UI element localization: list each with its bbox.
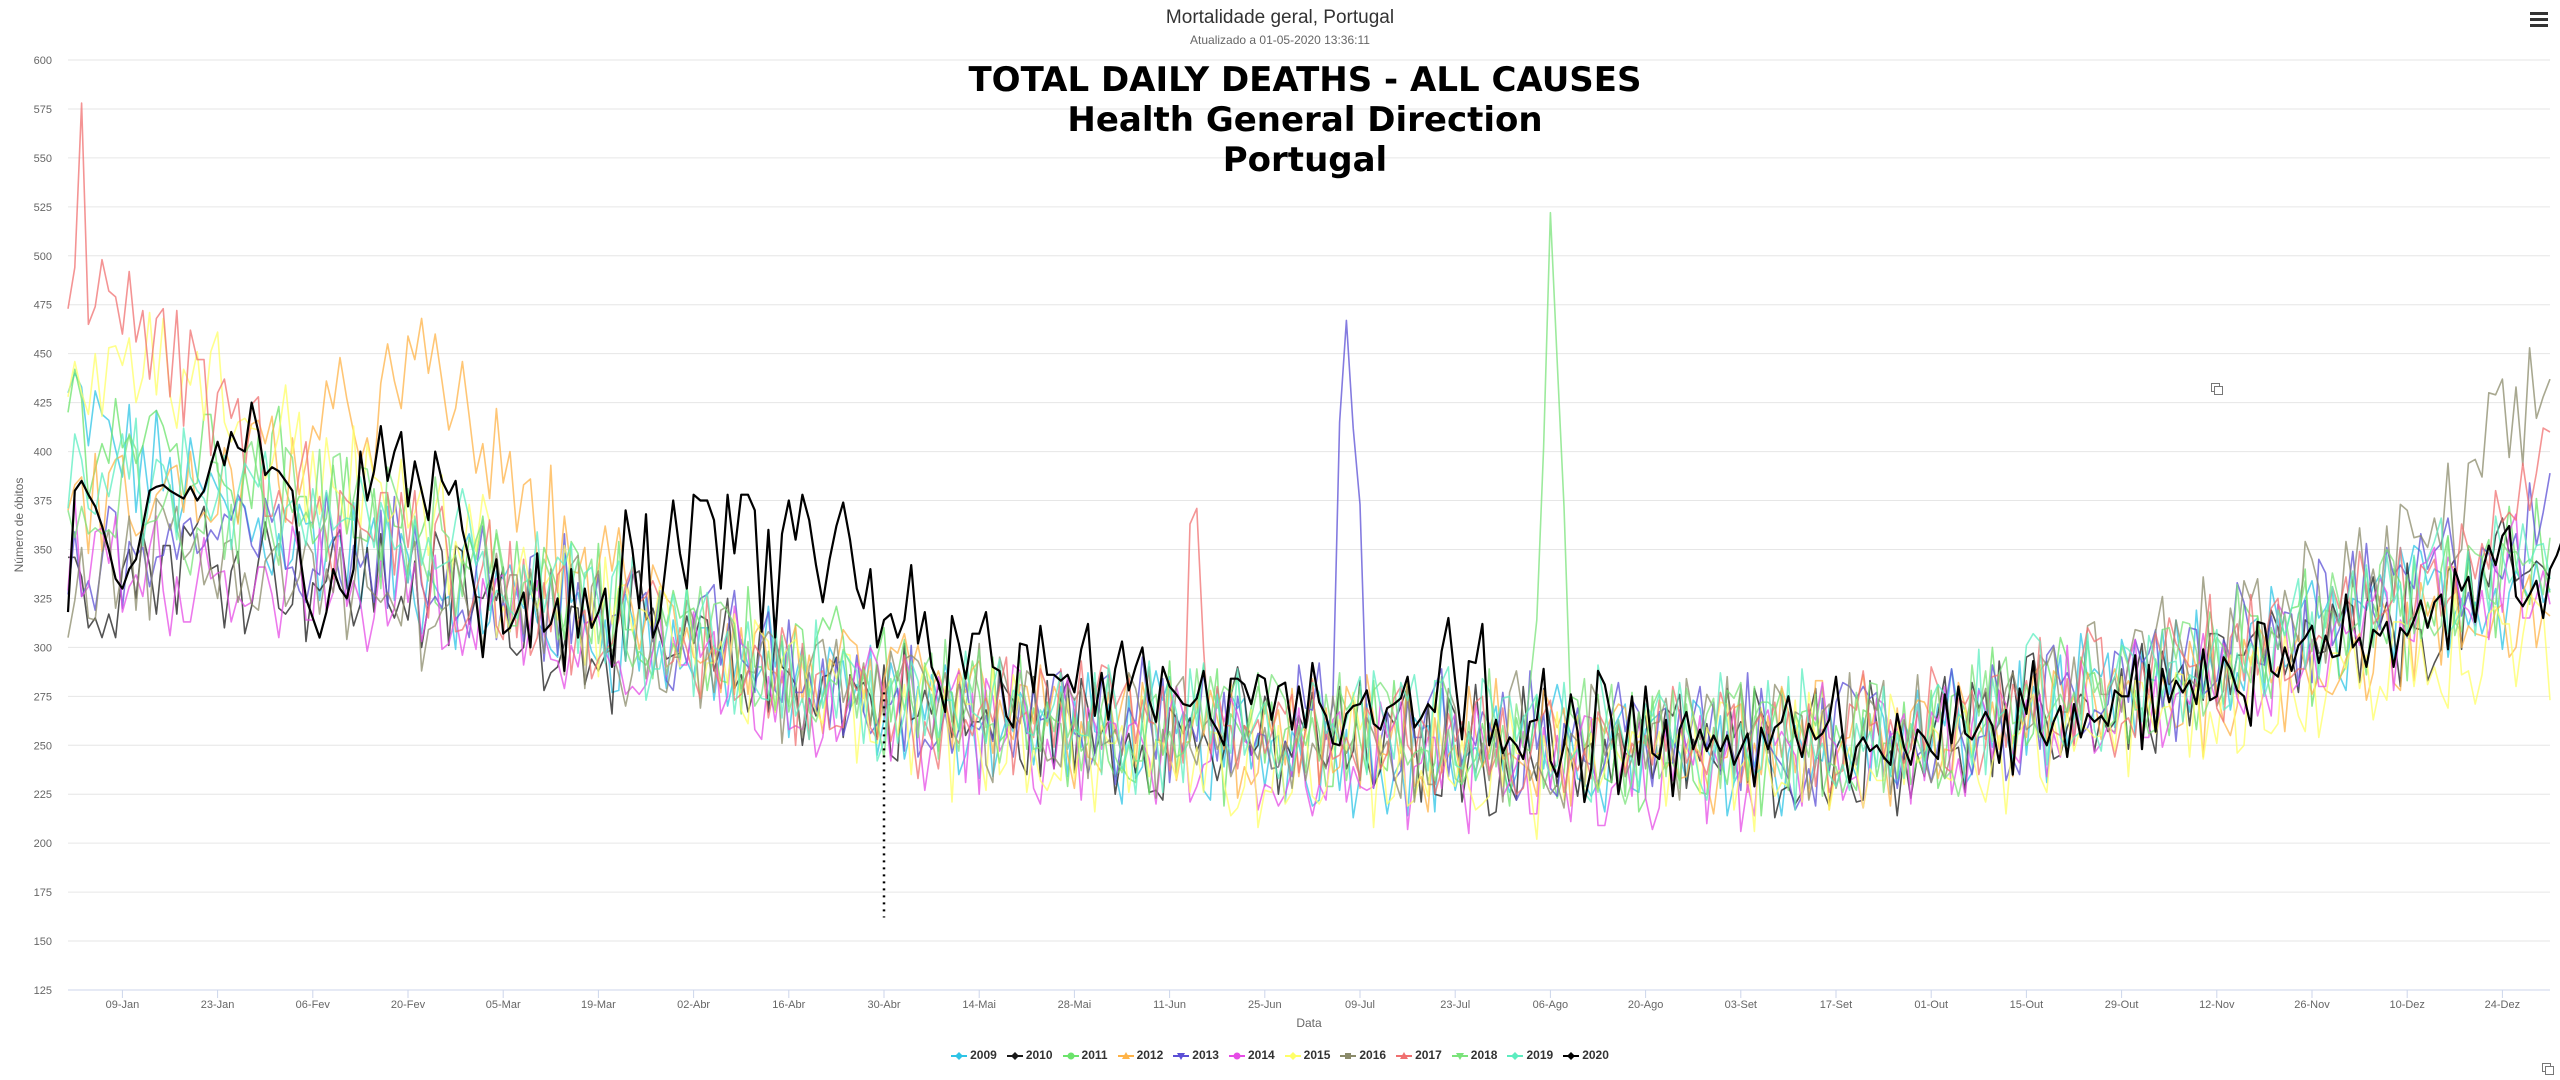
legend-item-2015[interactable]: 2015	[1284, 1047, 1331, 1062]
x-tick-label: 11-Jun	[1153, 999, 1186, 1011]
x-tick-label: 02-Abr	[677, 999, 710, 1011]
x-tick-label: 06-Fev	[296, 999, 331, 1011]
series-line-2020	[66, 401, 2560, 804]
x-tick-label: 24-Dez	[2485, 999, 2520, 1011]
y-tick-label: 575	[34, 104, 52, 116]
legend-item-2020[interactable]: 2020	[1563, 1047, 1609, 1062]
legend-symbol-icon	[1451, 1048, 1471, 1062]
x-tick-label: 17-Set	[1820, 999, 1852, 1011]
y-tick-label: 150	[34, 936, 52, 948]
x-tick-label: 09-Jan	[106, 999, 140, 1011]
legend-label: 2019	[1526, 1047, 1554, 1062]
y-tick-label: 375	[34, 496, 52, 508]
legend-label: 2011	[1081, 1047, 1108, 1062]
copy-icon[interactable]	[2542, 1063, 2554, 1075]
legend-symbol-icon	[951, 1048, 970, 1062]
y-tick-label: 175	[34, 887, 52, 899]
x-tick-label: 19-Mar	[581, 999, 616, 1011]
y-tick-label: 450	[34, 349, 52, 361]
legend-symbol-icon	[1228, 1048, 1248, 1062]
legend-symbol-icon	[1117, 1048, 1137, 1062]
legend-item-2018[interactable]: 2018	[1451, 1047, 1498, 1062]
x-tick-label: 06-Ago	[1533, 999, 1568, 1011]
y-tick-label: 400	[34, 447, 52, 459]
series-line-2010	[68, 505, 2551, 819]
series-line-2009	[67, 372, 2551, 819]
legend-item-2012[interactable]: 2012	[1117, 1047, 1164, 1062]
x-tick-label: 09-Jul	[1345, 999, 1375, 1011]
legend-item-2014[interactable]: 2014	[1228, 1047, 1275, 1062]
legend-symbol-icon	[1507, 1048, 1526, 1062]
copy-icon[interactable]	[2211, 383, 2223, 395]
legend-label: 2014	[1247, 1047, 1275, 1062]
y-axis-title: Número de óbitos	[12, 478, 26, 573]
x-tick-label: 05-Mar	[486, 999, 521, 1011]
series-line-2011	[67, 368, 2551, 817]
legend-label: 2012	[1136, 1047, 1164, 1062]
legend-item-2016[interactable]: 2016	[1340, 1047, 1386, 1062]
legend-symbol-icon	[1173, 1048, 1192, 1062]
x-tick-label: 25-Jun	[1248, 999, 1282, 1011]
series-line-2018	[67, 211, 2551, 805]
y-tick-label: 425	[34, 398, 52, 410]
x-tick-label: 01-Out	[1914, 999, 1948, 1011]
legend-item-2017[interactable]: 2017	[1396, 1047, 1442, 1062]
y-tick-label: 600	[34, 55, 52, 67]
legend-item-2011[interactable]: 2011	[1062, 1047, 1108, 1062]
x-tick-label: 14-Mai	[962, 999, 996, 1011]
y-tick-label: 125	[34, 985, 52, 997]
legend-label: 2015	[1303, 1047, 1331, 1062]
legend-item-2009[interactable]: 2009	[951, 1047, 997, 1062]
legend-label: 2020	[1582, 1047, 1609, 1062]
legend-item-2019[interactable]: 2019	[1507, 1047, 1553, 1062]
y-tick-label: 300	[34, 642, 52, 654]
x-tick-label: 15-Out	[2010, 999, 2044, 1011]
overlay-title-line-2: Health General Direction	[1067, 100, 1543, 140]
x-tick-label: 03-Set	[1725, 999, 1757, 1011]
y-tick-label: 225	[34, 789, 52, 801]
legend-item-2013[interactable]: 2013	[1173, 1047, 1219, 1062]
chart-title: Mortalidade geral, Portugal	[1165, 7, 1395, 28]
y-tick-label: 350	[34, 544, 52, 556]
x-tick-label: 10-Dez	[2389, 999, 2424, 1011]
legend-label: 2016	[1359, 1047, 1387, 1062]
y-tick-label: 475	[34, 300, 52, 312]
legend-symbol-icon	[1006, 1048, 1026, 1062]
x-tick-label: 28-Mai	[1058, 999, 1092, 1011]
y-tick-label: 500	[34, 251, 52, 263]
legend-label: 2018	[1470, 1047, 1498, 1062]
legend-item-2010[interactable]: 2010	[1006, 1047, 1053, 1062]
y-tick-label: 200	[34, 838, 52, 850]
chart-subtitle: Atualizado a 01-05-2020 13:36:11	[1190, 33, 1370, 47]
x-tick-label: 29-Out	[2105, 999, 2139, 1011]
x-tick-label: 20-Ago	[1628, 999, 1663, 1011]
legend-label: 2017	[1415, 1047, 1442, 1062]
chart-legend: 2009 2010 2011 2012 2013 2014 2015 2016 2017 2018…	[0, 1047, 2560, 1062]
overlay-title-line-1: TOTAL DAILY DEATHS - ALL CAUSES	[968, 60, 1642, 100]
hamburger-menu-icon[interactable]	[2530, 12, 2548, 28]
legend-symbol-icon	[1340, 1048, 1359, 1062]
x-tick-label: 23-Jul	[1440, 999, 1470, 1011]
legend-symbol-icon	[1396, 1048, 1415, 1062]
y-tick-label: 275	[34, 691, 52, 703]
legend-symbol-icon	[1563, 1048, 1582, 1062]
legend-label: 2013	[1192, 1047, 1219, 1062]
y-tick-label: 550	[34, 153, 52, 165]
x-tick-label: 30-Abr	[867, 999, 900, 1011]
x-tick-label: 16-Abr	[772, 999, 805, 1011]
x-tick-label: 23-Jan	[201, 999, 235, 1011]
legend-symbol-icon	[1284, 1048, 1304, 1062]
y-tick-label: 525	[34, 202, 52, 214]
overlay-title-line-3: Portugal	[1222, 140, 1388, 180]
x-tick-label: 26-Nov	[2294, 999, 2330, 1011]
legend-label: 2010	[1025, 1047, 1053, 1062]
x-tick-label: 20-Fev	[391, 999, 426, 1011]
y-tick-label: 250	[34, 740, 52, 752]
legend-label: 2009	[970, 1047, 997, 1062]
x-axis-title: Data	[1296, 1016, 1322, 1030]
y-tick-label: 325	[34, 593, 52, 605]
x-tick-label: 12-Nov	[2199, 999, 2235, 1011]
legend-symbol-icon	[1062, 1048, 1082, 1062]
